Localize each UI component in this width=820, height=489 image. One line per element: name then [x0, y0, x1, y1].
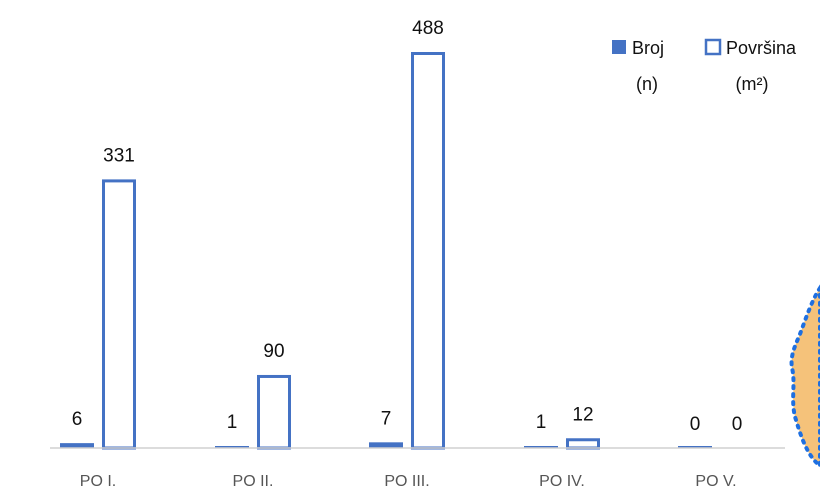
x-tick-label: PO V. [695, 473, 736, 489]
data-label-broj: 1 [536, 412, 547, 433]
legend: Broj (n) Površina (m²) [612, 38, 797, 94]
data-label-broj: 1 [227, 412, 238, 433]
legend-label-povrsina: Površina [726, 38, 797, 58]
x-tick-label: PO I. [80, 473, 116, 489]
bar-povrsina [102, 179, 136, 450]
bar-broj [678, 446, 712, 448]
bar-broj [60, 443, 94, 448]
legend-swatch-povrsina [704, 38, 722, 56]
legend-swatch-broj [612, 40, 626, 54]
data-label-povrsina: 90 [263, 341, 284, 362]
bar-broj [369, 442, 403, 448]
map-region-shape [789, 284, 820, 469]
data-labels-group: 6 331 1 90 7 488 1 12 0 0 [72, 18, 743, 435]
data-label-broj: 7 [381, 408, 392, 429]
data-label-povrsina: 12 [572, 404, 593, 425]
data-label-povrsina: 331 [103, 145, 135, 166]
bar-povrsina [257, 374, 291, 450]
data-label-povrsina: 0 [732, 414, 743, 435]
x-tick-label: PO III. [384, 473, 429, 489]
bar-povrsina [411, 52, 445, 450]
data-label-broj: 6 [72, 409, 83, 430]
data-label-broj: 0 [690, 414, 701, 435]
bar-povrsina [566, 438, 600, 450]
data-label-povrsina: 488 [412, 18, 444, 39]
legend-unit-broj: (n) [636, 74, 658, 94]
x-tick-label: PO IV. [539, 473, 585, 489]
bar-broj [524, 446, 558, 448]
legend-unit-povrsina: (m²) [736, 74, 769, 94]
x-tick-label: PO II. [233, 473, 274, 489]
bars-group [60, 52, 712, 450]
bar-broj [215, 446, 249, 448]
legend-label-broj: Broj [632, 38, 664, 58]
x-tick-labels: PO I. PO II. PO III. PO IV. PO V. [80, 473, 737, 489]
